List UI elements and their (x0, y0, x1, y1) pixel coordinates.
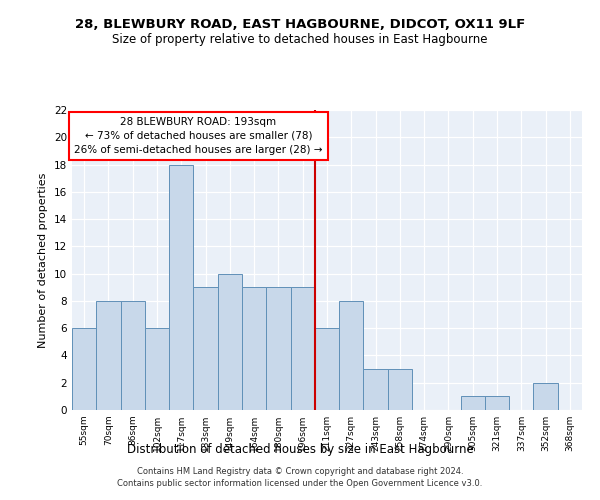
Bar (461, 396, 485, 410)
Text: Contains HM Land Registry data © Crown copyright and database right 2024.
Contai: Contains HM Land Registry data © Crown c… (118, 466, 482, 487)
Bar (533, 382, 558, 410)
Bar (364, 369, 388, 410)
Bar (388, 369, 412, 410)
Bar (193, 288, 218, 410)
Bar (339, 301, 364, 410)
Bar (145, 328, 169, 410)
Bar (96, 301, 121, 410)
Bar (242, 288, 266, 410)
Bar (290, 288, 315, 410)
Bar (72, 328, 96, 410)
Bar (266, 288, 290, 410)
Y-axis label: Number of detached properties: Number of detached properties (38, 172, 49, 348)
Bar (485, 396, 509, 410)
Text: 28 BLEWBURY ROAD: 193sqm
← 73% of detached houses are smaller (78)
26% of semi-d: 28 BLEWBURY ROAD: 193sqm ← 73% of detach… (74, 117, 323, 155)
Text: 28, BLEWBURY ROAD, EAST HAGBOURNE, DIDCOT, OX11 9LF: 28, BLEWBURY ROAD, EAST HAGBOURNE, DIDCO… (75, 18, 525, 30)
Bar (218, 274, 242, 410)
Text: Distribution of detached houses by size in East Hagbourne: Distribution of detached houses by size … (127, 442, 473, 456)
Text: Size of property relative to detached houses in East Hagbourne: Size of property relative to detached ho… (112, 32, 488, 46)
Bar (315, 328, 339, 410)
Bar (121, 301, 145, 410)
Bar (169, 164, 193, 410)
